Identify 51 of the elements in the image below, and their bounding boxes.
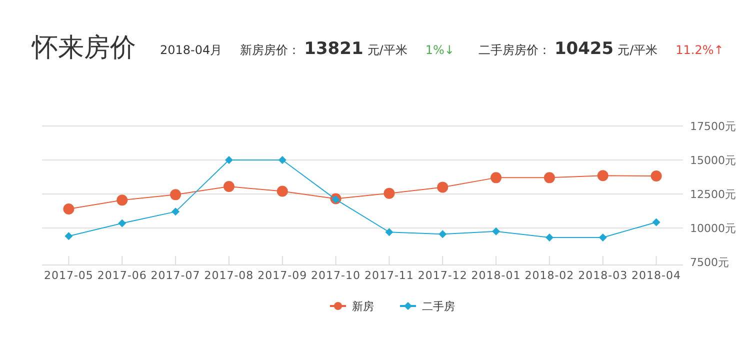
x-tick-label: 2017-12 — [418, 269, 468, 282]
point — [545, 234, 554, 242]
point — [63, 203, 74, 214]
x-tick-label: 2018-04 — [632, 269, 682, 282]
y-tick-label: 7500元 — [690, 256, 729, 269]
point — [384, 188, 395, 199]
legend-label: 新房 — [352, 300, 374, 313]
point — [544, 172, 555, 184]
x-tick-label: 2017-07 — [150, 269, 200, 282]
x-tick-label: 2017-10 — [311, 269, 361, 282]
point — [118, 219, 126, 228]
point — [652, 218, 660, 226]
point — [492, 227, 500, 236]
text: 新房房价： — [240, 43, 300, 57]
x-tick-label: 2017-08 — [204, 269, 254, 282]
x-tick-label: 2017-06 — [97, 269, 147, 282]
point — [385, 228, 394, 236]
point — [276, 186, 288, 197]
text: 13821 — [304, 39, 364, 59]
text: 11.2%↑ — [676, 43, 724, 57]
x-tick-label: 2018-01 — [471, 269, 521, 282]
chart-title: 怀来房价 — [31, 33, 136, 63]
text: 1%↓ — [425, 43, 454, 57]
point — [224, 156, 233, 164]
point — [597, 170, 608, 182]
x-tick-label: 2017-05 — [44, 269, 94, 282]
text: 元/平米 — [367, 43, 408, 57]
y-tick-label: 17500元 — [690, 120, 736, 133]
point — [278, 156, 286, 164]
x-tick-label: 2017-11 — [364, 269, 414, 282]
text: 10425 — [554, 39, 614, 59]
point — [598, 234, 607, 242]
legend-label: 二手房 — [422, 300, 455, 313]
point — [172, 208, 180, 216]
point — [437, 182, 448, 193]
point — [64, 232, 73, 240]
x-tick-label: 2018-03 — [578, 269, 628, 282]
point — [223, 181, 234, 192]
text: 元/平米 — [618, 43, 658, 57]
x-tick-label: 2017-09 — [258, 269, 308, 282]
y-tick-label: 10000元 — [690, 222, 736, 235]
point — [438, 230, 447, 238]
point — [170, 189, 182, 200]
point — [116, 194, 128, 206]
y-tick-label: 12500元 — [690, 188, 736, 201]
point — [490, 172, 502, 184]
x-tick-label: 2018-02 — [524, 269, 574, 282]
text: 二手房房价： — [478, 43, 550, 57]
y-tick-label: 15000元 — [690, 154, 736, 167]
text: 2018-04月 — [160, 43, 222, 57]
point — [650, 170, 662, 182]
